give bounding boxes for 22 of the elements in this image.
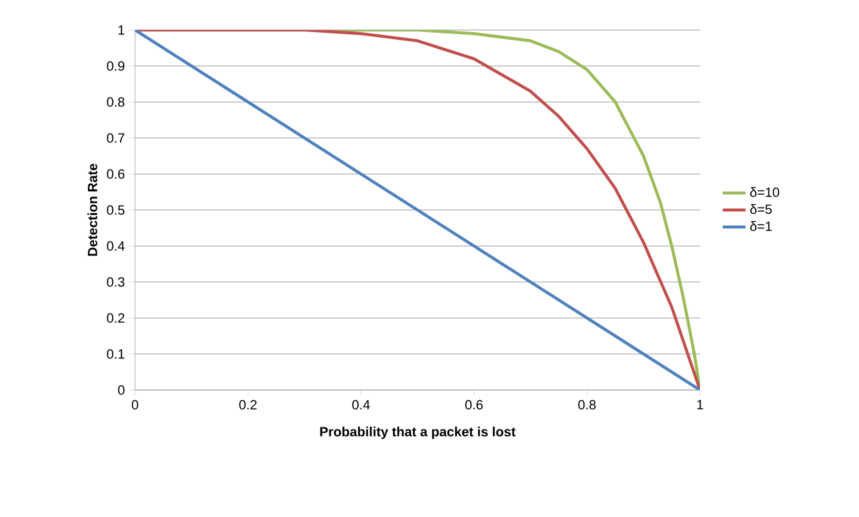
x-tick-label: 0.8 xyxy=(578,400,596,410)
x-tick-label: 0.6 xyxy=(465,400,483,410)
x-axis-title: Probability that a packet is lost xyxy=(320,426,516,440)
x-tick-label: 0 xyxy=(132,400,138,410)
y-tick-label: 0.8 xyxy=(106,97,124,107)
legend-label: δ=1 xyxy=(750,221,772,231)
legend-label: δ=10 xyxy=(750,187,780,197)
y-tick-label: 0.9 xyxy=(106,61,124,71)
y-axis-title: Detection Rate xyxy=(87,164,98,256)
y-tick-label: 0.6 xyxy=(106,169,124,179)
y-tick-label: 0.2 xyxy=(106,313,124,323)
legend-label: δ=5 xyxy=(750,204,772,214)
y-tick-label: 0 xyxy=(118,385,124,395)
y-tick-label: 0.7 xyxy=(106,133,124,143)
y-tick-label: 1 xyxy=(118,25,124,35)
x-tick-label: 0.2 xyxy=(239,400,257,410)
x-tick-label: 0.4 xyxy=(352,400,370,410)
y-tick-label: 0.1 xyxy=(106,349,124,359)
y-tick-label: 0.4 xyxy=(106,241,125,251)
x-tick-label: 1 xyxy=(697,400,704,410)
y-tick-label: 0.5 xyxy=(106,205,124,215)
y-tick-label: 0.3 xyxy=(106,277,124,287)
